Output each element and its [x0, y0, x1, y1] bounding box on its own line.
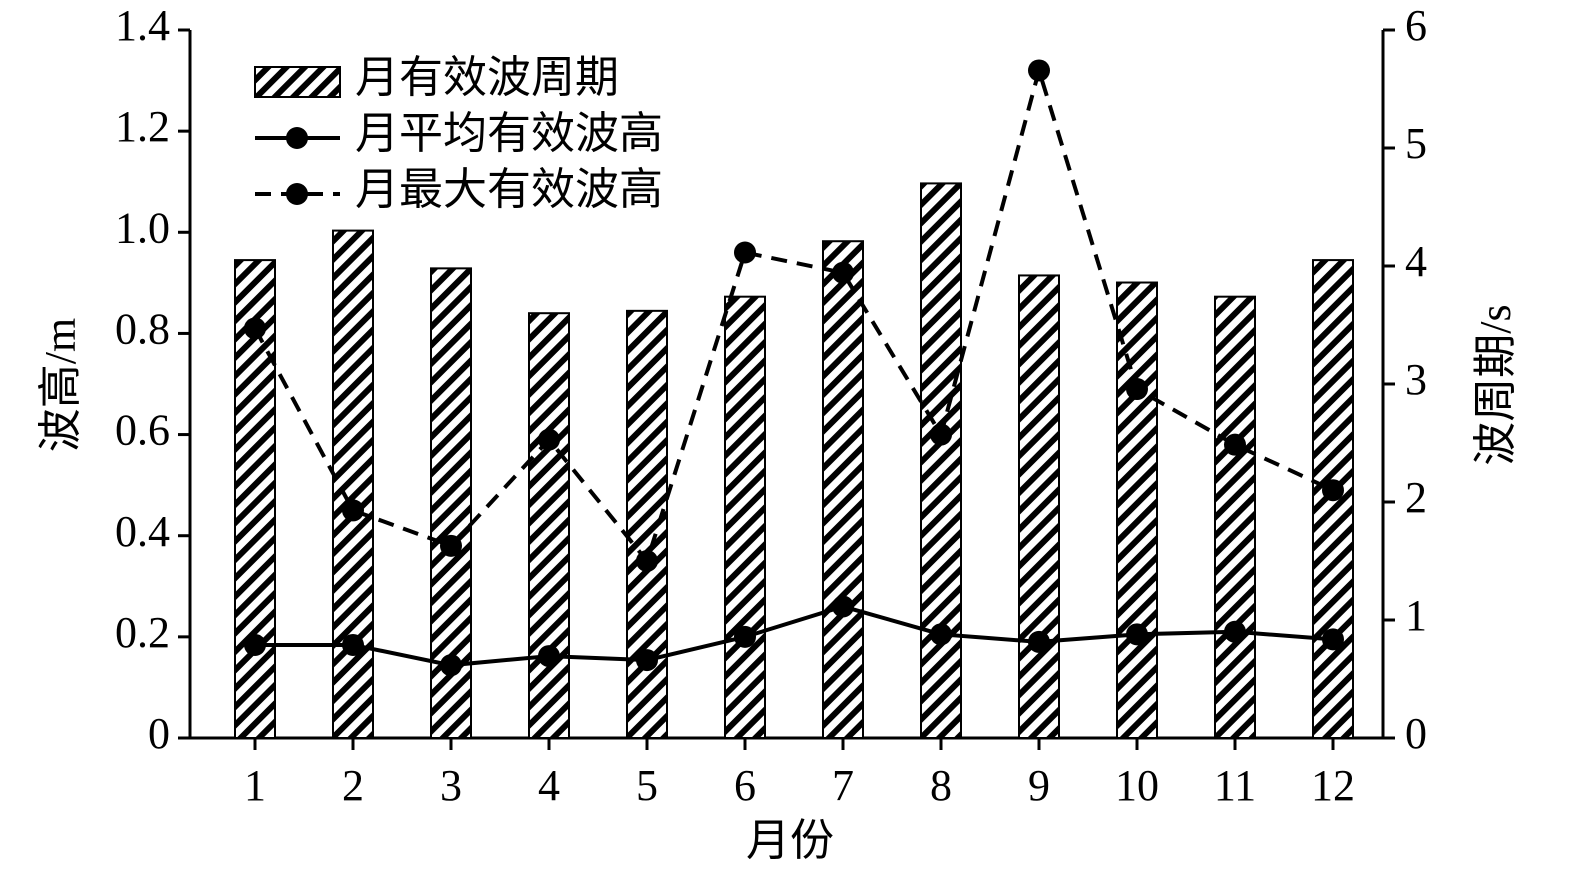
marker [1224, 433, 1246, 456]
x-tick-label: 6 [734, 761, 756, 810]
y-tick-label: 0.6 [115, 406, 170, 455]
marker [636, 649, 658, 672]
marker [1126, 378, 1148, 401]
legend-swatch [254, 66, 341, 98]
y2-tick-label: 4 [1405, 237, 1427, 286]
marker [244, 317, 266, 340]
x-tick-label: 7 [832, 761, 854, 810]
x-tick-label: 8 [930, 761, 952, 810]
marker [538, 428, 560, 451]
marker [832, 595, 854, 618]
legend-marker [286, 127, 308, 149]
y2-tick-label: 2 [1405, 473, 1427, 522]
y-tick-label: 0 [148, 709, 170, 758]
y2-axis-label: 波周期/s [1471, 304, 1520, 465]
bar [920, 182, 962, 739]
y-tick-label: 1.2 [115, 102, 170, 151]
marker [342, 633, 364, 656]
line [253, 63, 1334, 566]
bar [1018, 274, 1060, 739]
bar [528, 312, 570, 739]
marker [440, 654, 462, 677]
bar [626, 309, 668, 739]
y-tick-label: 0.2 [115, 608, 170, 657]
y-tick-label: 0.8 [115, 305, 170, 354]
x-tick-label: 10 [1115, 761, 1159, 810]
x-axis-label: 月份 [746, 816, 834, 865]
x-tick-label: 11 [1214, 761, 1256, 810]
marker [930, 423, 952, 446]
y2-tick-label: 6 [1405, 1, 1427, 50]
bar [332, 229, 374, 739]
x-tick-label: 9 [1028, 761, 1050, 810]
y2-tick-label: 1 [1405, 591, 1427, 640]
legend-label: 月有效波周期 [355, 53, 619, 102]
y-tick-label: 0.4 [115, 507, 170, 556]
x-tick-label: 1 [244, 761, 266, 810]
marker [832, 261, 854, 284]
marker [244, 633, 266, 656]
marker [1028, 59, 1050, 82]
marker [1028, 630, 1050, 653]
marker [342, 499, 364, 522]
bar [724, 295, 766, 739]
marker [1224, 620, 1246, 643]
y2-tick-label: 0 [1405, 709, 1427, 758]
marker [636, 550, 658, 572]
x-tick-label: 2 [342, 761, 364, 810]
y-tick-label: 1.4 [115, 1, 170, 50]
marker [440, 534, 462, 557]
y-axis-label: 波高/m [36, 318, 85, 452]
marker [734, 241, 756, 264]
legend-label: 月平均有效波高 [355, 109, 663, 158]
x-tick-label: 3 [440, 761, 462, 810]
x-tick-label: 5 [636, 761, 658, 810]
marker [930, 623, 952, 646]
marker [1126, 623, 1148, 646]
x-tick-label: 12 [1311, 761, 1355, 810]
marker [734, 625, 756, 648]
marker [538, 645, 560, 668]
bar [1214, 295, 1256, 739]
bar [822, 240, 864, 739]
y2-tick-label: 5 [1405, 119, 1427, 168]
line [255, 604, 1334, 668]
y-tick-label: 1.0 [115, 203, 170, 252]
x-tick-label: 4 [538, 761, 560, 810]
marker [1322, 479, 1344, 502]
y2-tick-label: 3 [1405, 355, 1427, 404]
bar [1116, 281, 1158, 739]
legend-marker [286, 183, 308, 205]
marker [1322, 628, 1344, 651]
bar [234, 259, 276, 739]
legend-label: 月最大有效波高 [355, 165, 663, 214]
